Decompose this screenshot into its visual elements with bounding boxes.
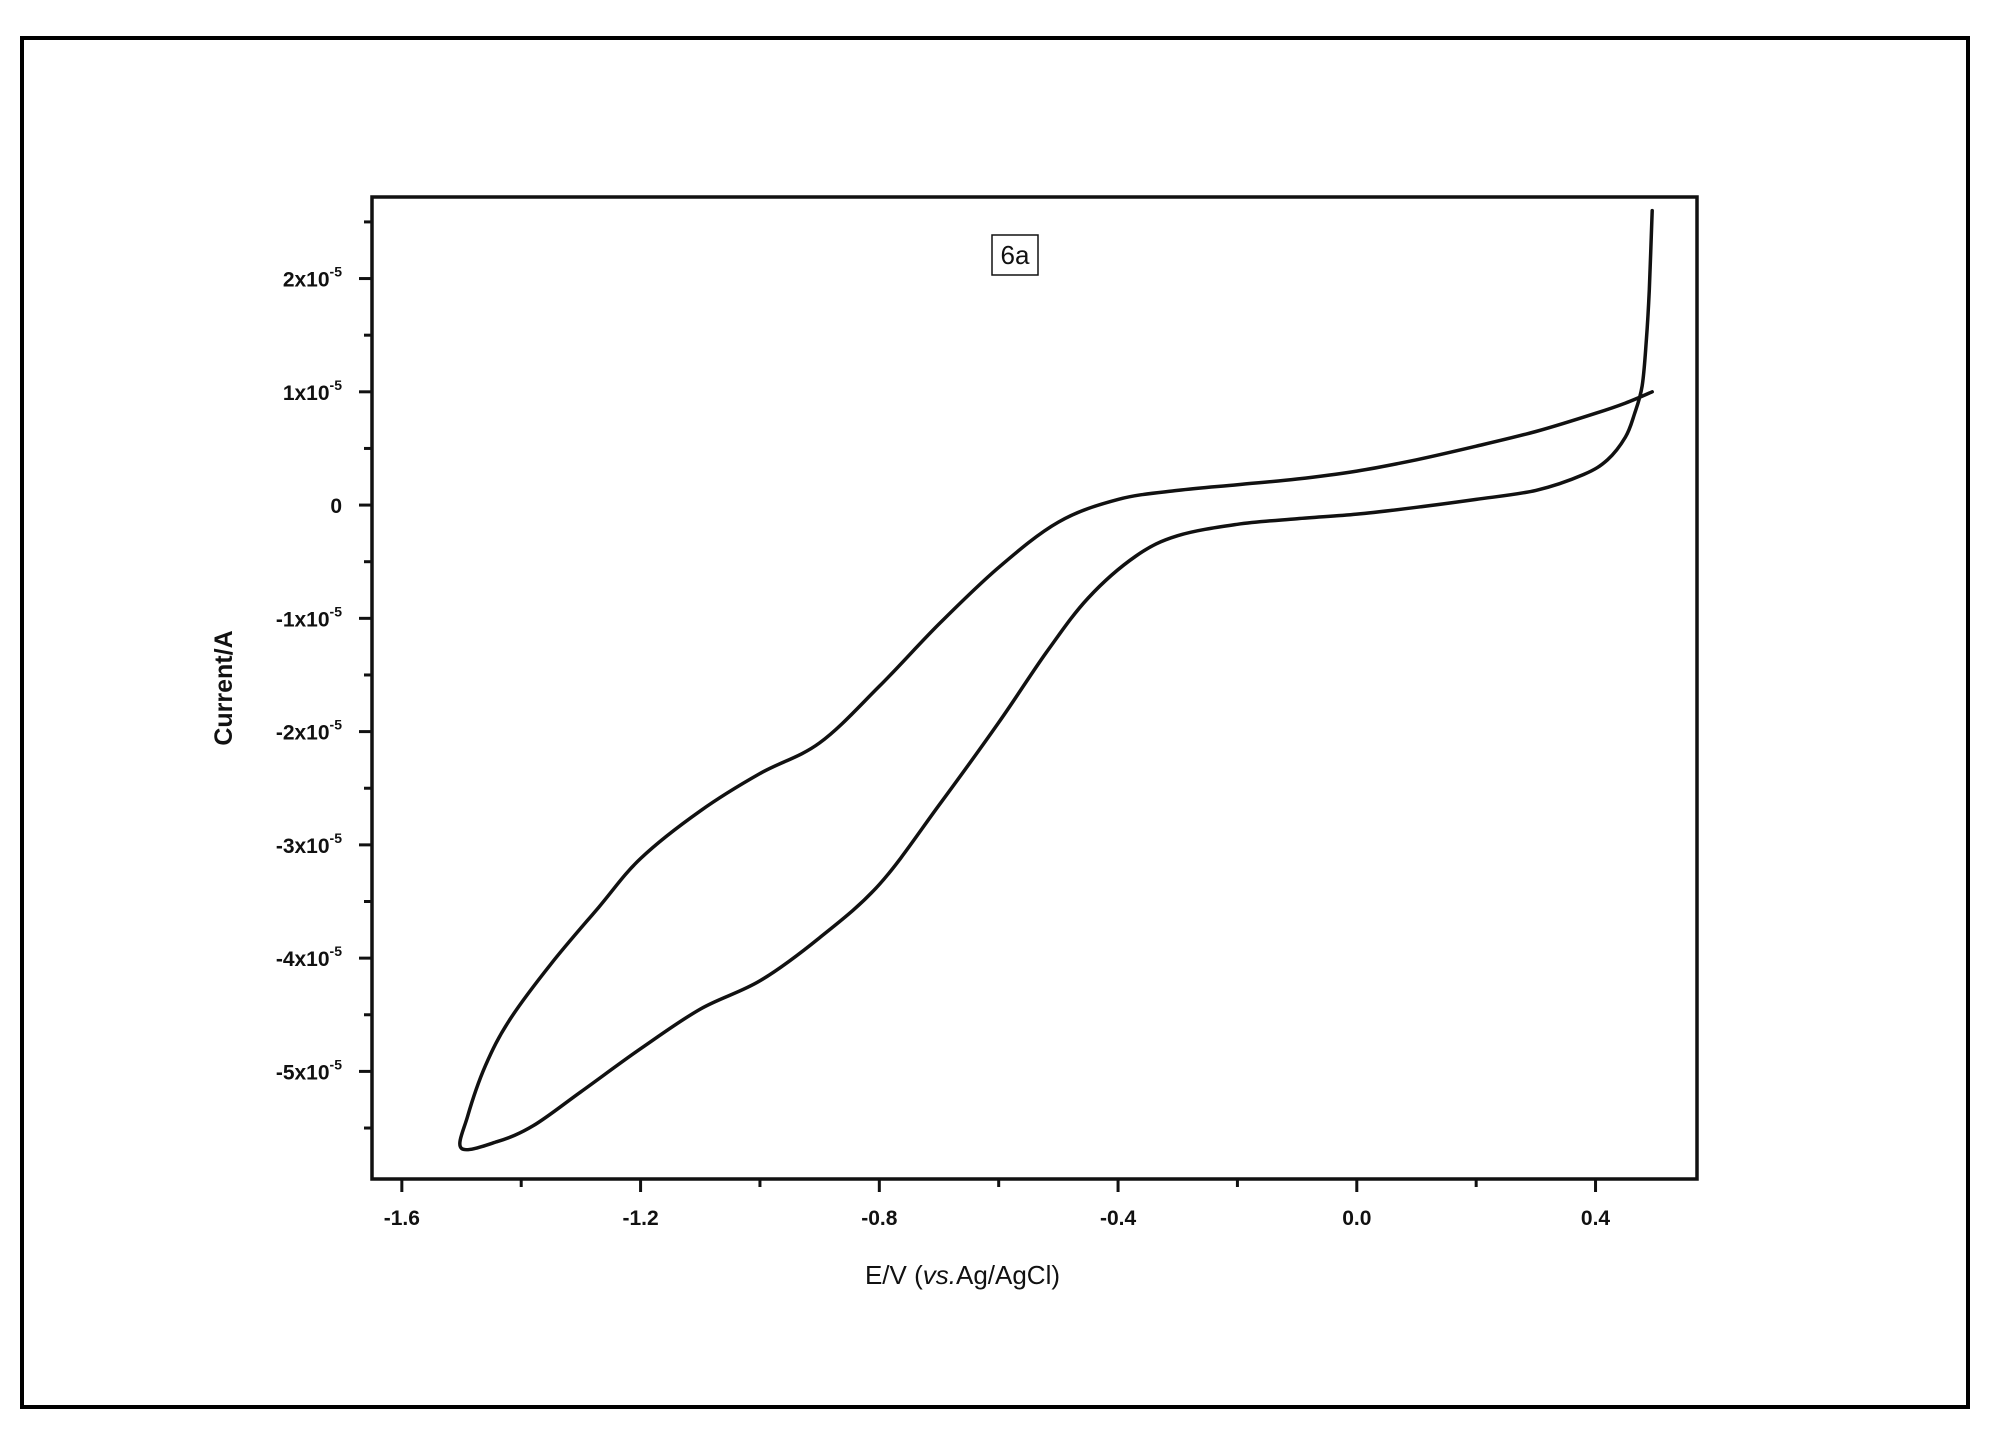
x-tick-label: 0.4 (1581, 1207, 1611, 1230)
y-tick-label: -5x10-5 (276, 1056, 342, 1084)
y-tick-label: -3x10-5 (276, 830, 342, 858)
x-tick-label: -0.8 (861, 1207, 898, 1230)
y-tick-label: -1x10-5 (276, 603, 342, 631)
cv-curve (458, 208, 1654, 1152)
x-tick-label: -1.6 (384, 1207, 420, 1230)
x-tick-label: 0.0 (1342, 1207, 1371, 1230)
x-axis-title-suffix: Ag/AgCl) (956, 1260, 1060, 1290)
annotation-label: 6a (1001, 240, 1030, 270)
plot-area (370, 195, 1699, 1181)
y-tick-label: 0 (330, 495, 342, 518)
x-tick-label: -0.4 (1100, 1207, 1137, 1230)
x-axis: -1.6 -1.2 -0.8 -0.4 0.0 0.4 (384, 1179, 1611, 1230)
y-tick-label: 1x10-5 (283, 377, 342, 405)
y-axis-title: Current/A (210, 630, 238, 745)
y-axis: 2x10-5 1x10-5 0 -1x10-5 -2x10-5 -3x10-5 -4x10-… (276, 220, 372, 1130)
x-tick-label: -1.2 (622, 1207, 658, 1230)
figure-frame (20, 36, 1970, 1409)
x-axis-title-prefix: E/V ( (865, 1260, 923, 1290)
x-axis-title-italic: vs. (923, 1260, 956, 1290)
y-tick-label: -2x10-5 (276, 717, 342, 745)
y-tick-label: 2x10-5 (283, 264, 342, 292)
x-axis-title: E/V (vs.Ag/AgCl) (865, 1260, 1060, 1290)
y-tick-label: -4x10-5 (276, 943, 342, 971)
annotation-box: 6a (991, 234, 1039, 276)
